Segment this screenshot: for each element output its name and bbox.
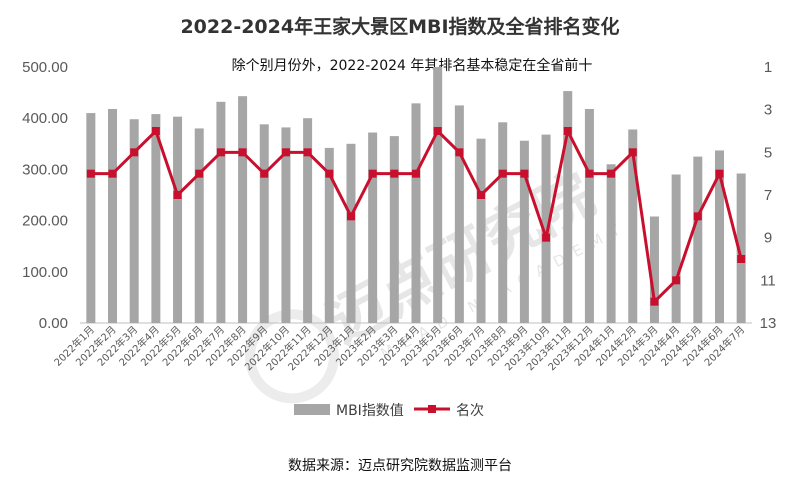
rank-point [477, 191, 486, 199]
bar [411, 103, 421, 324]
rank-point [86, 169, 95, 178]
bar [281, 127, 291, 323]
bar [498, 122, 508, 324]
rank-point [628, 148, 637, 157]
rank-point [715, 169, 724, 178]
rank-point [281, 148, 290, 157]
bar [736, 173, 746, 323]
rank-point [303, 148, 312, 157]
rank-point [672, 276, 681, 285]
legend: MBI指数值 名次 [294, 403, 484, 419]
bar [303, 118, 313, 323]
rank-line-series [86, 127, 746, 306]
bar [649, 216, 659, 323]
bar [346, 143, 356, 323]
y-left-tick-label: 400.00 [22, 110, 68, 127]
rank-point [693, 212, 702, 221]
y-right-tick-label: 9 [764, 230, 772, 247]
y-right-tick-label: 1 [764, 59, 772, 76]
legend-bar-swatch [294, 404, 330, 415]
bar [216, 101, 226, 323]
bar [238, 96, 248, 324]
bar [714, 150, 724, 323]
rank-point [542, 233, 551, 242]
rank-point [607, 169, 616, 178]
bar [389, 136, 399, 323]
rank-point [412, 169, 420, 178]
rank-point [585, 169, 594, 178]
rank-point [173, 191, 182, 199]
rank-point [455, 148, 464, 157]
rank-point [433, 127, 442, 135]
chart-subtitle: 除个别月份外，2022-2024 年其排名基本稳定在全省前十 [232, 57, 593, 74]
rank-point [216, 148, 225, 157]
bar [433, 67, 443, 323]
rank-point [238, 148, 247, 157]
y-left-tick-label: 300.00 [22, 161, 68, 178]
y-right-tick-label: 3 [764, 102, 772, 119]
watermark-logo-icon [244, 309, 339, 404]
y-left-tick-label: 200.00 [22, 213, 68, 230]
y-right-tick-label: 13 [760, 315, 777, 332]
bar [324, 147, 334, 323]
rank-point [130, 148, 139, 157]
bar [606, 164, 616, 323]
bar [86, 113, 96, 323]
rank-point [346, 212, 355, 221]
data-source: 数据来源：迈点研究院数据监测平台 [288, 458, 512, 474]
legend-bar-label: MBI指数值 [336, 403, 404, 419]
bar [519, 140, 529, 323]
bar [584, 108, 594, 323]
bar [541, 134, 551, 323]
rank-point [390, 169, 399, 178]
rank-point [195, 169, 204, 178]
bar [259, 124, 269, 324]
rank-point [368, 169, 377, 178]
bar [628, 129, 638, 323]
bar [454, 105, 464, 324]
rank-point [151, 127, 160, 135]
y-axis-left: 0.00 100.00 200.00 300.00 400.00 500.00 [22, 59, 68, 332]
bar [151, 114, 161, 323]
bar [129, 119, 139, 323]
rank-point [498, 169, 507, 178]
rank-point [650, 297, 659, 306]
y-right-tick-label: 5 [764, 144, 772, 161]
bar [671, 174, 681, 323]
bar [563, 91, 573, 324]
rank-point [563, 127, 572, 135]
y-right-tick-label: 11 [760, 272, 776, 289]
bar [173, 116, 183, 323]
bar [194, 128, 204, 323]
legend-line-marker [428, 405, 436, 413]
x-axis-labels: 2022年1月2022年2月2022年3月2022年4月2022年5月2022年… [51, 323, 747, 373]
rank-point [108, 169, 117, 178]
bar [693, 156, 703, 323]
bar-series [86, 67, 746, 324]
rank-point [325, 169, 334, 178]
bar [108, 108, 118, 323]
rank-point [260, 169, 269, 178]
chart-title: 2022-2024年王家大景区MBI指数及全省排名变化 [180, 15, 619, 38]
bar [368, 132, 378, 323]
y-left-tick-label: 500.00 [22, 59, 68, 76]
y-left-tick-label: 100.00 [22, 264, 68, 281]
y-right-tick-label: 7 [764, 187, 772, 204]
legend-line-label: 名次 [456, 403, 484, 419]
bar [476, 138, 486, 323]
rank-point [737, 255, 746, 263]
rank-point [520, 169, 529, 178]
y-left-tick-label: 0.00 [39, 315, 68, 332]
